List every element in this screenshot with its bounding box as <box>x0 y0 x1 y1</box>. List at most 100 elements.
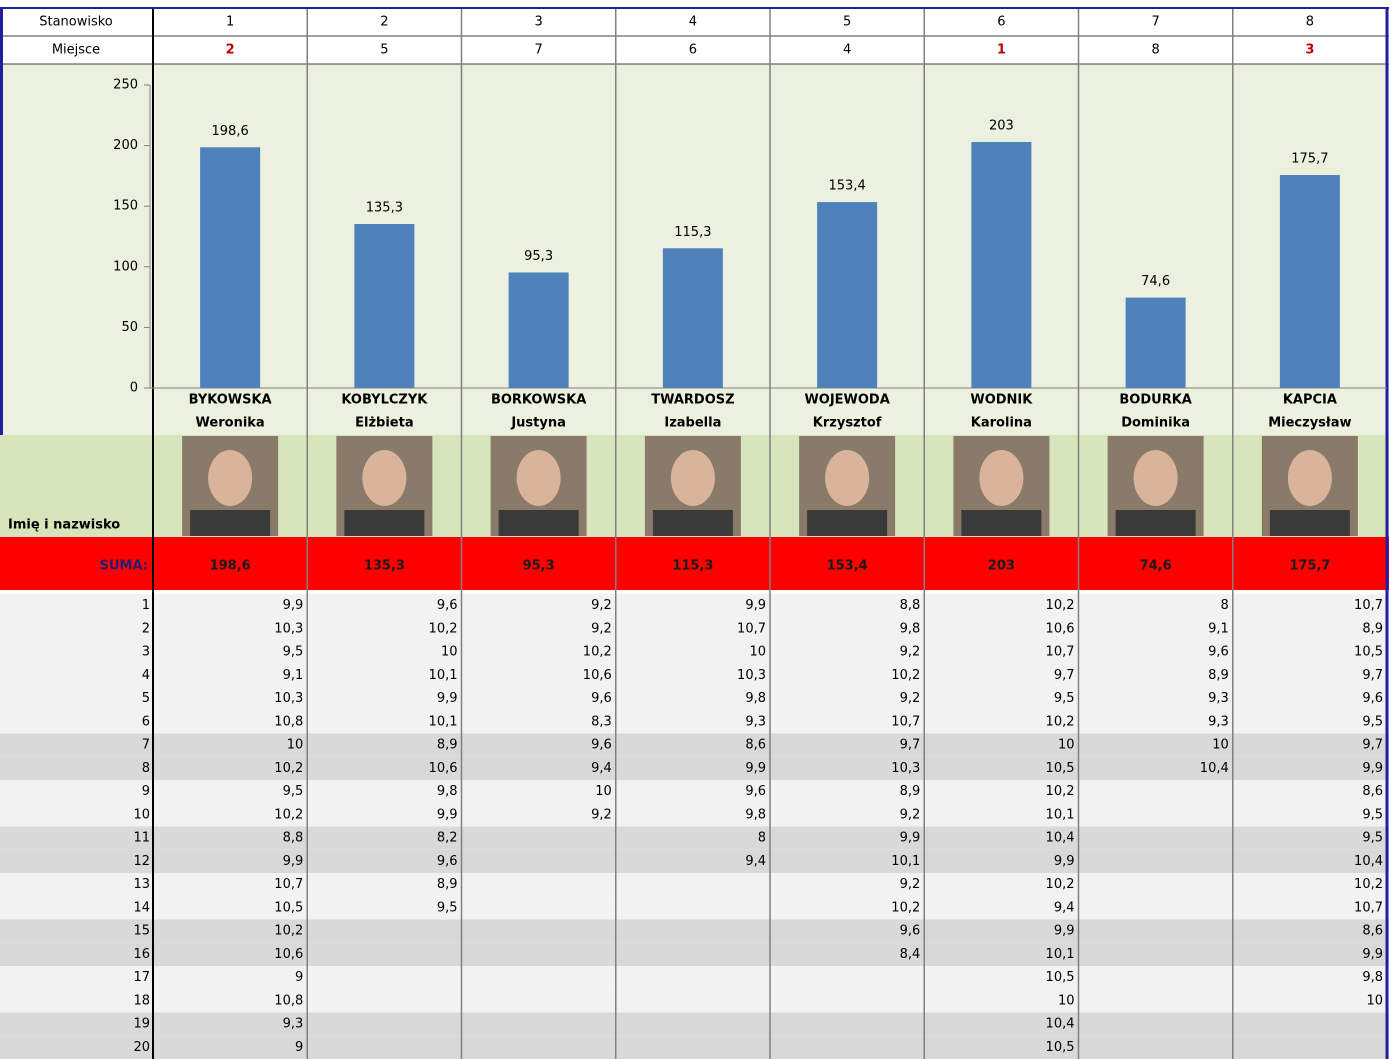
y-tick-label: 50 <box>121 320 138 335</box>
value-label: 175,7 <box>1291 152 1328 167</box>
y-tick-label: 250 <box>113 78 138 93</box>
surname: BODURKA <box>1119 393 1191 408</box>
score-cell: 8,8 <box>900 598 921 613</box>
score-cell: 10,1 <box>891 854 920 869</box>
score-cell: 8,4 <box>900 947 921 962</box>
score-cell: 10 <box>1058 993 1075 1008</box>
surname: KOBYLCZYK <box>341 393 428 408</box>
score-cell: 8,9 <box>900 784 921 799</box>
station-number: 1 <box>226 15 234 30</box>
score-cell: 9,7 <box>1362 668 1383 683</box>
row-number: 10 <box>133 807 150 822</box>
sum-value: 95,3 <box>523 559 555 574</box>
score-cell: 10,3 <box>737 668 766 683</box>
score-cell: 10,2 <box>274 924 303 939</box>
score-cell: 8,6 <box>1362 924 1383 939</box>
score-cell: 10 <box>1058 738 1075 753</box>
score-cell: 10,2 <box>274 807 303 822</box>
score-cell: 9,2 <box>900 645 921 660</box>
score-cell: 10,6 <box>429 761 458 776</box>
value-label: 95,3 <box>524 249 553 264</box>
score-cell: 9,8 <box>1362 970 1383 985</box>
value-label: 198,6 <box>212 124 249 139</box>
score-cell: 9,4 <box>591 761 612 776</box>
score-cell: 9,4 <box>745 854 766 869</box>
photo-face <box>825 450 869 506</box>
score-cell: 9,9 <box>1362 947 1383 962</box>
score-cell: 8,9 <box>437 877 458 892</box>
score-cell: 10,5 <box>1354 645 1383 660</box>
row-band <box>0 989 1389 1012</box>
score-cell: 9,9 <box>745 598 766 613</box>
place: 2 <box>226 43 235 58</box>
score-cell: 9,7 <box>900 738 921 753</box>
photo-clothes <box>1116 510 1196 536</box>
score-cell: 10,7 <box>737 621 766 636</box>
row-number: 6 <box>142 714 150 729</box>
score-cell: 10,2 <box>1046 784 1075 799</box>
row-band <box>0 594 1389 617</box>
row-number: 4 <box>142 668 150 683</box>
place: 6 <box>689 43 697 58</box>
bar <box>663 248 723 388</box>
bar <box>971 142 1031 388</box>
score-cell: 9,6 <box>591 738 612 753</box>
spreadsheet: Imię i nazwisko 1 9,9 9,6 9,2 9,9 8,8 10,2 8 10,… <box>0 0 1389 1059</box>
bar <box>817 202 877 388</box>
score-cell: 9,9 <box>283 854 304 869</box>
place: 1 <box>997 43 1006 58</box>
photo-clothes <box>190 510 270 536</box>
score-cell: 9,6 <box>1362 691 1383 706</box>
row-number: 8 <box>142 761 150 776</box>
bar <box>200 147 260 388</box>
photo-row-label: Imię i nazwisko <box>8 518 120 533</box>
score-cell: 9,2 <box>591 621 612 636</box>
score-cell: 10,7 <box>274 877 303 892</box>
score-cell: 10,4 <box>1200 761 1229 776</box>
score-cell: 9,6 <box>1208 645 1229 660</box>
first-name: Mieczysław <box>1268 416 1351 431</box>
score-cell: 10,1 <box>429 714 458 729</box>
score-cell: 10,7 <box>1354 598 1383 613</box>
score-cell: 10 <box>1366 993 1383 1008</box>
row-number: 2 <box>142 621 150 636</box>
header-label: Stanowisko <box>39 15 113 30</box>
score-cell: 10,7 <box>1354 900 1383 915</box>
sum-value: 135,3 <box>364 559 405 574</box>
sum-value: 198,6 <box>210 559 251 574</box>
score-cell: 8,6 <box>745 738 766 753</box>
score-cell: 9,2 <box>900 807 921 822</box>
place: 7 <box>534 43 542 58</box>
score-cell: 9,2 <box>900 877 921 892</box>
score-cell: 10,8 <box>274 993 303 1008</box>
score-cell: 10,4 <box>1354 854 1383 869</box>
bar <box>1126 298 1186 388</box>
score-cell: 10,4 <box>1046 831 1075 846</box>
value-label: 203 <box>989 118 1014 133</box>
station-number: 7 <box>1151 15 1159 30</box>
station-number: 4 <box>689 15 697 30</box>
score-cell: 9,9 <box>1054 924 1075 939</box>
first-name: Justyna <box>510 416 566 431</box>
score-cell: 9,8 <box>437 784 458 799</box>
row-number: 9 <box>142 784 150 799</box>
row-number: 18 <box>133 993 150 1008</box>
score-cell: 9,2 <box>591 807 612 822</box>
score-cell: 9,5 <box>1362 714 1383 729</box>
sum-value: 74,6 <box>1140 559 1172 574</box>
row-band <box>0 757 1389 780</box>
row-band <box>0 827 1389 850</box>
score-cell: 9,6 <box>591 691 612 706</box>
score-cell: 9 <box>295 970 303 985</box>
row-band <box>0 687 1389 710</box>
surname: KAPCIA <box>1283 393 1337 408</box>
score-cell: 8 <box>1220 598 1228 613</box>
row-number: 19 <box>133 1017 150 1032</box>
photo-face <box>362 450 406 506</box>
photo-clothes <box>653 510 733 536</box>
value-label: 135,3 <box>366 201 403 216</box>
photo-face <box>1288 450 1332 506</box>
score-cell: 10,2 <box>891 900 920 915</box>
place: 8 <box>1151 43 1159 58</box>
row-band <box>0 1036 1389 1059</box>
